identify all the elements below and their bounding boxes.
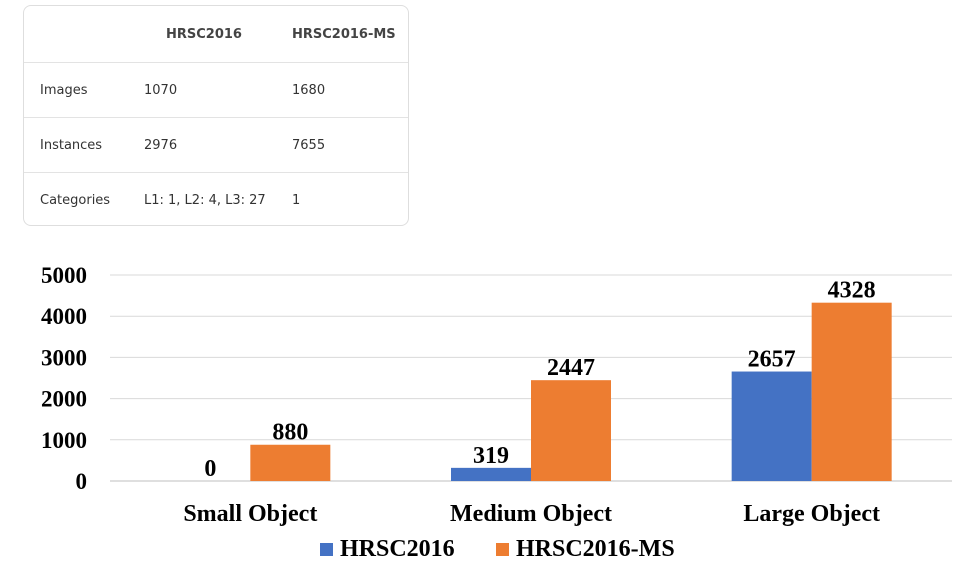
y-tick-label: 0: [76, 469, 88, 494]
table-cell: 1070: [144, 62, 292, 118]
table-cell: 2976: [144, 117, 292, 173]
bar: [531, 380, 611, 481]
y-tick-label: 5000: [41, 263, 87, 288]
table-row: Images 1070 1680: [24, 62, 408, 118]
x-category-label: Small Object: [183, 501, 317, 527]
row-label-instances: Instances: [24, 117, 144, 173]
data-label: 319: [473, 443, 509, 469]
y-tick-label: 2000: [41, 387, 87, 412]
y-tick-label: 4000: [41, 304, 87, 329]
table-header-row: HRSC2016 HRSC2016-MS: [24, 6, 408, 63]
bar: [250, 444, 331, 481]
bar: [811, 302, 892, 481]
data-label: 2657: [748, 347, 796, 373]
bar: [731, 371, 812, 481]
bar-chart: 0 1000 2000 3000 4000 5000 0 880 Small Object 319…: [41, 263, 952, 562]
legend-label: HRSC2016-MS: [516, 536, 675, 562]
x-category-label: Large Object: [743, 501, 880, 527]
row-label-images: Images: [24, 62, 144, 118]
data-label: 0: [204, 456, 216, 482]
header-cell-hrsc2016-ms: HRSC2016-MS: [292, 26, 396, 42]
table-cell: 1: [292, 172, 408, 227]
dataset-stats-card: HRSC2016 HRSC2016-MS Images 1070 1680 In…: [23, 5, 409, 227]
table-row: Categories L1: 1, L2: 4, L3: 27 1: [24, 172, 408, 227]
data-label: 880: [272, 420, 308, 446]
x-category-label: Medium Object: [450, 501, 612, 527]
row-label-categories: Categories: [24, 172, 144, 227]
table-cell: 1680: [292, 62, 408, 118]
bar: [451, 467, 531, 481]
legend-label: HRSC2016: [340, 536, 455, 562]
table-cell: L1: 1, L2: 4, L3: 27: [144, 172, 292, 227]
legend-swatch: [320, 543, 333, 556]
data-label: 2447: [547, 355, 595, 381]
table-cell: 7655: [292, 117, 408, 173]
header-cell-empty: [24, 6, 144, 63]
y-tick-label: 1000: [41, 428, 87, 453]
table-row: Instances 2976 7655: [24, 117, 408, 173]
legend-swatch: [496, 543, 509, 556]
data-label: 4328: [828, 278, 876, 304]
y-tick-label: 3000: [41, 345, 87, 370]
header-cell-hrsc2016: HRSC2016: [166, 26, 242, 42]
dataset-stats-table: HRSC2016 HRSC2016-MS Images 1070 1680 In…: [24, 6, 408, 227]
